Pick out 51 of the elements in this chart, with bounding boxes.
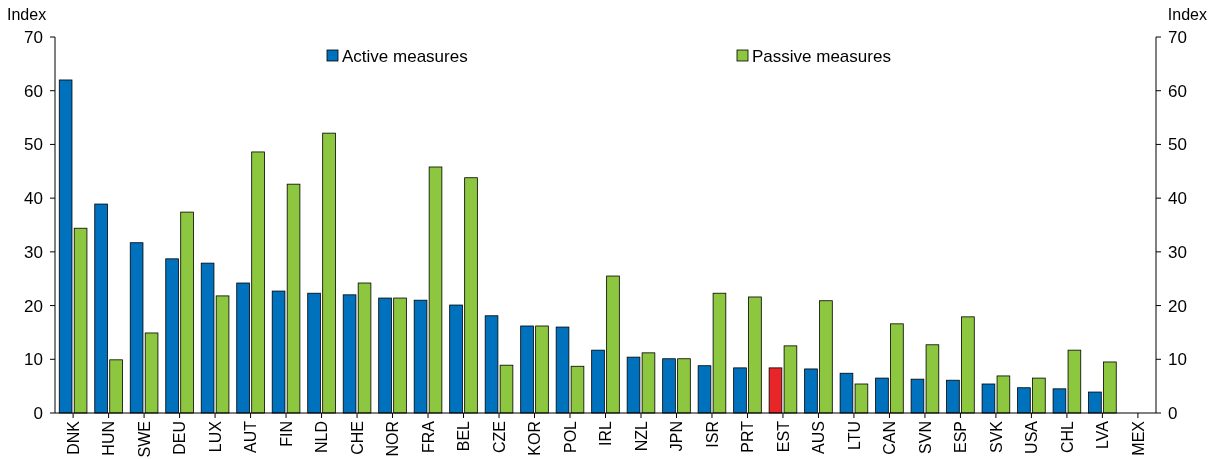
y-tick-label: 50 bbox=[24, 135, 43, 155]
x-tick-label: FIN bbox=[277, 421, 295, 447]
x-tick-label: SVK bbox=[987, 420, 1005, 454]
x-tick-label: LTU bbox=[845, 421, 863, 451]
x-tick-label: KOR bbox=[526, 421, 544, 456]
x-tick-label: PRT bbox=[739, 420, 757, 453]
x-tick-label: NLD bbox=[313, 421, 331, 454]
y2-axis-title: Index bbox=[1167, 6, 1207, 23]
x-tick-label: IRL bbox=[597, 420, 615, 446]
x-tick-label: FRA bbox=[419, 420, 437, 453]
y-tick-label: 70 bbox=[24, 27, 43, 47]
y-tick-label: 0 bbox=[33, 403, 43, 423]
x-tick-label: SVN bbox=[916, 421, 934, 454]
x-tick-label: POL bbox=[561, 420, 579, 454]
legend-label: Active measures bbox=[342, 46, 468, 66]
y2-tick-label: 20 bbox=[1168, 296, 1187, 316]
y2-tick-label: 50 bbox=[1168, 135, 1187, 155]
x-tick-label: JPN bbox=[668, 421, 686, 452]
x-tick-label: USA bbox=[1023, 420, 1041, 454]
x-tick-label: CHE bbox=[348, 421, 366, 455]
y-tick-label: 30 bbox=[24, 242, 43, 262]
y2-tick-label: 30 bbox=[1168, 242, 1187, 262]
x-tick-label: CAN bbox=[881, 421, 899, 455]
x-tick-label: DNK bbox=[64, 420, 82, 455]
y-tick-label: 60 bbox=[24, 81, 43, 101]
y2-tick-label: 0 bbox=[1168, 403, 1178, 423]
x-tick-label: BEL bbox=[455, 420, 473, 452]
y-tick-label: 20 bbox=[24, 296, 43, 316]
x-tick-label: CHL bbox=[1058, 420, 1076, 454]
x-tick-label: ISR bbox=[703, 421, 721, 448]
x-tick-label: AUT bbox=[242, 420, 260, 453]
x-tick-label: HUN bbox=[100, 421, 118, 456]
y2-tick-label: 70 bbox=[1168, 27, 1187, 47]
x-tick-label: ESP bbox=[952, 421, 970, 454]
x-tick-label: LUX bbox=[206, 420, 224, 453]
y-tick-label: 40 bbox=[24, 189, 43, 209]
y2-tick-label: 10 bbox=[1168, 350, 1187, 370]
x-tick-label: SWE bbox=[135, 421, 153, 458]
x-tick-label: CZE bbox=[490, 421, 508, 453]
x-tick-label: NOR bbox=[384, 421, 402, 457]
x-tick-label: DEU bbox=[171, 421, 189, 455]
x-tick-label: NZL bbox=[632, 420, 650, 452]
legend-label: Passive measures bbox=[752, 46, 891, 66]
x-tick-label: EST bbox=[774, 420, 792, 453]
x-tick-label: MEX bbox=[1129, 420, 1147, 456]
y2-tick-label: 60 bbox=[1168, 81, 1187, 101]
y-axis-title: Index bbox=[7, 6, 47, 23]
x-tick-label: AUS bbox=[810, 421, 828, 454]
y-tick-label: 10 bbox=[24, 350, 43, 370]
x-tick-label: LVA bbox=[1094, 420, 1112, 449]
y2-tick-label: 40 bbox=[1168, 189, 1187, 209]
